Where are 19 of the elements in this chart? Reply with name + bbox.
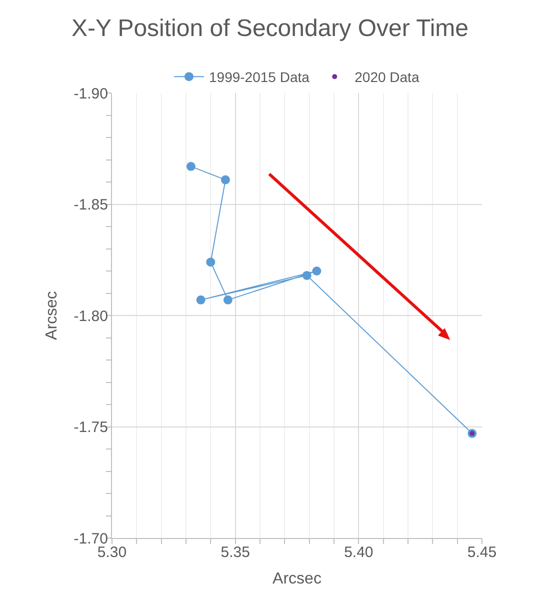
- y-tick-label: -1.75: [74, 419, 108, 436]
- point: [186, 162, 196, 171]
- y-tick-label: -1.85: [74, 196, 108, 214]
- y-tick-label: -1.90: [74, 85, 108, 102]
- point: [312, 266, 322, 276]
- y-tick-label: -1.80: [74, 308, 108, 325]
- x-tick-label: 5.40: [344, 544, 374, 561]
- x-tick-label: 5.35: [220, 544, 250, 561]
- point: [220, 175, 230, 184]
- point: [302, 270, 312, 280]
- y-axis-title: Arcsec: [44, 291, 61, 340]
- legend-label: 1999-2015 Data: [209, 69, 310, 86]
- legend-label: 2020 Data: [354, 69, 420, 86]
- x-axis-title: Arcsec: [272, 570, 322, 588]
- chart-title: X-Y Position of Secondary Over Time: [71, 15, 469, 42]
- x-tick-label: 5.45: [467, 544, 497, 561]
- point: [223, 295, 232, 304]
- point: [196, 295, 206, 304]
- point: [206, 258, 216, 267]
